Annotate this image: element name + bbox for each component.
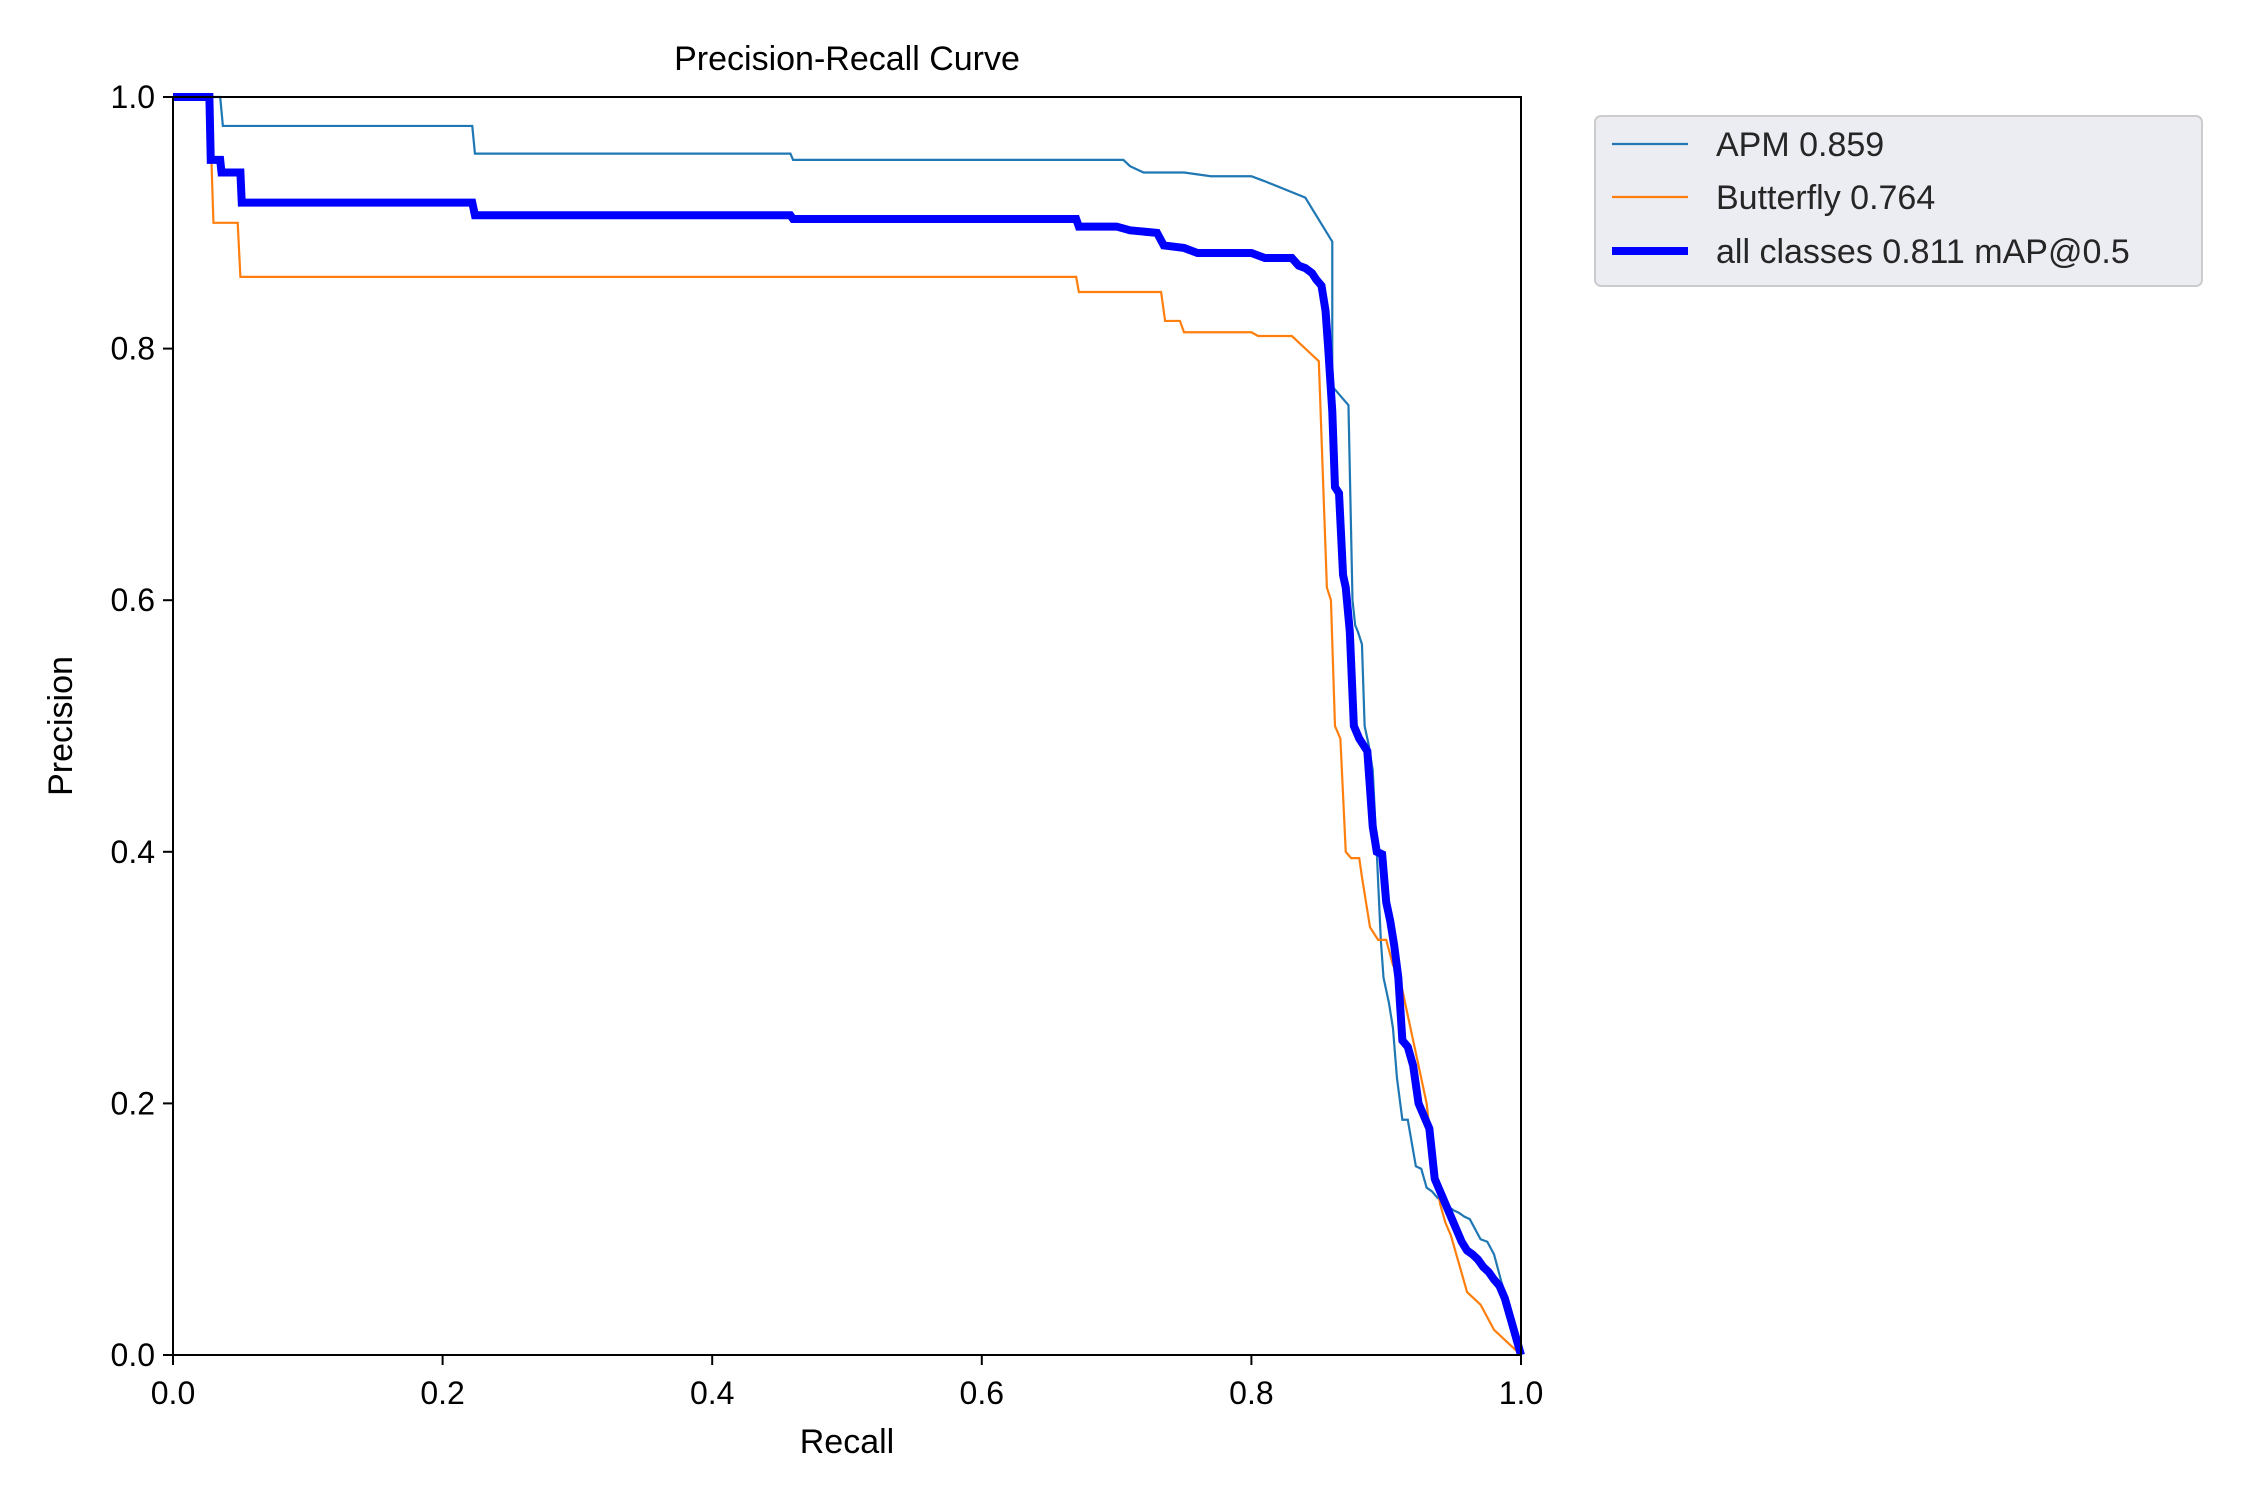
series-line-all-classes <box>173 93 1525 1357</box>
y-tick-label: 0.8 <box>111 331 155 367</box>
chart-title: Precision-Recall Curve <box>674 40 1020 78</box>
x-axis-label: Recall <box>800 1423 894 1461</box>
x-tick-label: 0.0 <box>151 1375 195 1411</box>
y-tick-label: 0.0 <box>111 1337 155 1373</box>
x-tick-label: 1.0 <box>1499 1375 1543 1411</box>
series-layer <box>173 93 1525 1357</box>
plot-frame <box>172 96 1522 1356</box>
legend-label-all-classes: all classes 0.811 mAP@0.5 <box>1716 233 2130 271</box>
legend-label-butterfly: Butterfly 0.764 <box>1716 179 1935 217</box>
y-axis-ticks: 0.0 0.2 0.4 0.6 0.8 1.0 <box>111 79 173 1373</box>
legend-label-apm: APM 0.859 <box>1716 126 1884 164</box>
y-tick-label: 0.6 <box>111 582 155 618</box>
x-tick-label: 0.2 <box>420 1375 464 1411</box>
series-line-butterfly <box>173 95 1522 1356</box>
legend-box <box>1594 115 2203 287</box>
y-axis-label: Precision <box>42 656 80 796</box>
legend: APM 0.859 Butterfly 0.764 all classes 0.… <box>1594 115 2203 287</box>
y-tick-label: 0.4 <box>111 834 155 870</box>
x-tick-label: 0.4 <box>690 1375 734 1411</box>
y-tick-label: 1.0 <box>111 79 155 115</box>
y-tick-label: 0.2 <box>111 1085 155 1121</box>
x-axis-ticks: 0.0 0.2 0.4 0.6 0.8 1.0 <box>151 1355 1543 1411</box>
x-tick-label: 0.8 <box>1229 1375 1273 1411</box>
x-tick-label: 0.6 <box>960 1375 1004 1411</box>
